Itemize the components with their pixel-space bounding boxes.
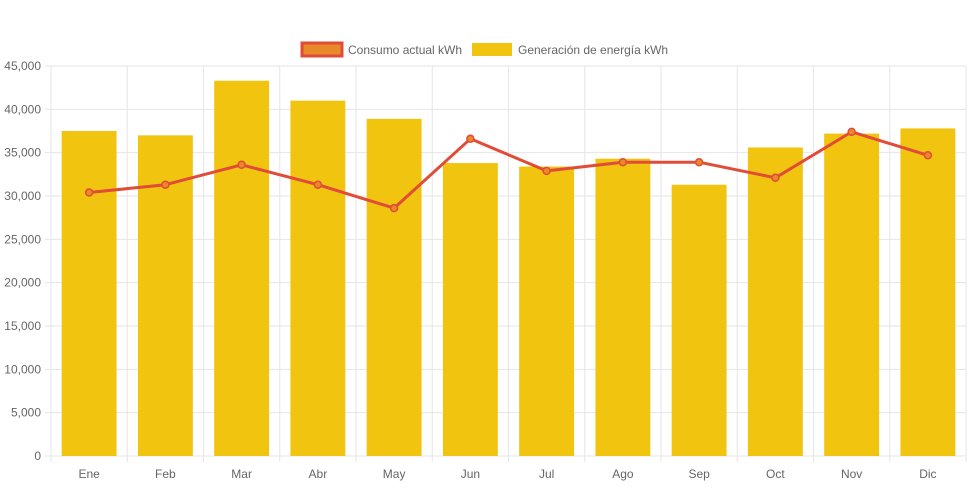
y-tick-label: 30,000 bbox=[4, 189, 41, 203]
point-feb[interactable] bbox=[161, 180, 170, 189]
y-tick-label: 15,000 bbox=[4, 319, 41, 333]
y-tick-label: 25,000 bbox=[4, 232, 41, 246]
point-ene[interactable] bbox=[84, 188, 94, 197]
bar-ene[interactable] bbox=[61, 131, 117, 456]
consumo-line bbox=[88, 130, 929, 210]
point-mar[interactable] bbox=[237, 160, 246, 170]
x-tick-label: Jul bbox=[539, 467, 554, 481]
y-tick-label: 10,000 bbox=[4, 362, 41, 376]
y-axis: 0 5,000 10,000 15,000 20,000 25,000 30,000 35,0… bbox=[4, 59, 41, 463]
x-tick-label: Abr bbox=[309, 467, 328, 481]
x-axis: Ene Feb Mar Abr May Jun Jul Ago Sep Oct Nov Dic bbox=[78, 467, 936, 481]
x-tick-label: Jun bbox=[461, 467, 480, 481]
legend-swatch-generacion bbox=[472, 43, 512, 56]
legend-swatch-consumo bbox=[300, 41, 344, 58]
bar-oct[interactable] bbox=[747, 147, 803, 456]
point-oct[interactable] bbox=[771, 173, 780, 183]
x-tick-label: Mar bbox=[231, 467, 252, 481]
point-abr[interactable] bbox=[313, 180, 323, 189]
y-tick-label: 20,000 bbox=[4, 276, 41, 290]
x-tick-label: Feb bbox=[155, 467, 176, 481]
bar-dic[interactable] bbox=[900, 128, 956, 456]
point-dic[interactable] bbox=[923, 151, 933, 160]
x-tick-label: Ene bbox=[78, 467, 100, 481]
point-sep[interactable] bbox=[694, 157, 704, 167]
bar-nov[interactable] bbox=[824, 133, 880, 456]
bar-ago[interactable] bbox=[595, 158, 651, 456]
bar-mar[interactable] bbox=[214, 80, 270, 456]
y-tick-label: 0 bbox=[34, 449, 41, 463]
bar-series-generacion bbox=[61, 80, 956, 457]
point-jun[interactable] bbox=[466, 134, 475, 144]
legend: Consumo actual kWh Generación de energía… bbox=[300, 41, 668, 58]
bar-jun[interactable] bbox=[442, 163, 498, 457]
x-tick-label: Dic bbox=[919, 467, 936, 481]
point-nov[interactable] bbox=[847, 127, 856, 137]
y-tick-label: 45,000 bbox=[4, 59, 41, 73]
x-tick-label: May bbox=[383, 467, 406, 481]
line-series-consumo bbox=[84, 127, 933, 213]
x-tick-label: Oct bbox=[766, 467, 785, 481]
point-ago[interactable] bbox=[618, 157, 628, 167]
bar-sep[interactable] bbox=[671, 184, 727, 456]
x-tick-label: Ago bbox=[612, 467, 634, 481]
legend-label-consumo: Consumo actual kWh bbox=[348, 43, 462, 57]
legend-item-consumo[interactable]: Consumo actual kWh bbox=[300, 41, 462, 58]
legend-item-generacion[interactable]: Generación de energía kWh bbox=[472, 43, 668, 57]
y-tick-label: 35,000 bbox=[4, 146, 41, 160]
bar-abr[interactable] bbox=[290, 100, 346, 457]
grid bbox=[45, 65, 967, 462]
bar-jul[interactable] bbox=[519, 166, 575, 457]
point-jul[interactable] bbox=[542, 166, 551, 176]
y-tick-label: 40,000 bbox=[4, 102, 41, 116]
bar-may[interactable] bbox=[366, 118, 422, 456]
x-tick-label: Nov bbox=[841, 467, 862, 481]
legend-label-generacion: Generación de energía kWh bbox=[518, 43, 668, 57]
y-tick-label: 5,000 bbox=[11, 406, 41, 420]
point-may[interactable] bbox=[389, 203, 399, 213]
x-tick-label: Sep bbox=[688, 467, 710, 481]
